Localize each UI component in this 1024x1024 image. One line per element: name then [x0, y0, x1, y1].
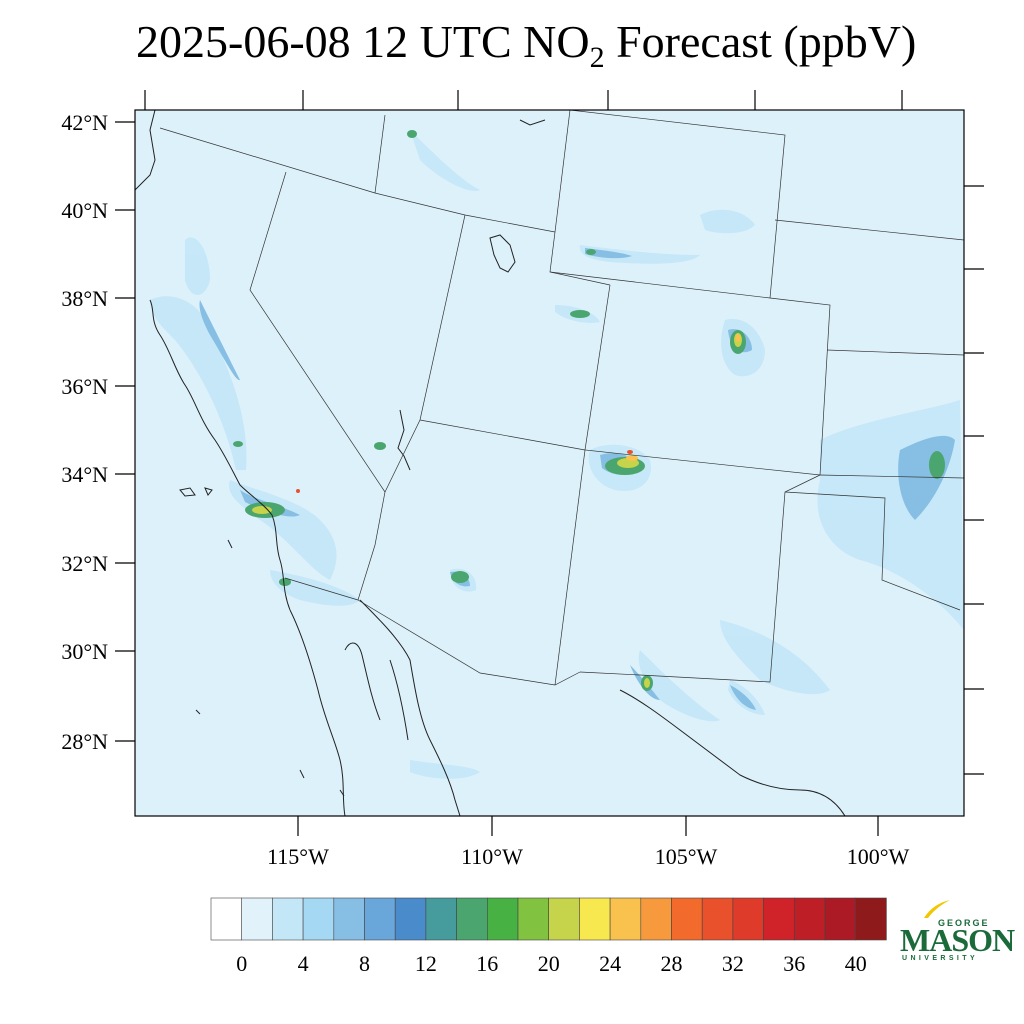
colorbar-swatch: [302, 897, 335, 941]
lon-label: 105°W: [655, 844, 718, 869]
colorbar-swatch: [763, 897, 795, 941]
lat-label: 28°N: [61, 729, 108, 754]
colorbar-swatch: [272, 897, 304, 941]
logo-line2: MASON: [900, 922, 1015, 958]
coastlines: [135, 110, 846, 816]
title-prefix: 2025-06-08 12 UTC NO: [136, 16, 590, 67]
colorbar-swatch: [364, 897, 396, 941]
logo-line1: GEORGE: [938, 918, 990, 928]
lon-label: 100°W: [847, 844, 910, 869]
title-subscript: 2: [589, 41, 605, 74]
colorbar: [210, 897, 887, 941]
colorbar-swatch: [609, 897, 642, 941]
lat-label: 30°N: [61, 639, 108, 664]
colorbar-label: 36: [783, 951, 805, 976]
colorbar-swatch: [824, 897, 857, 941]
colorbar-swatch: [793, 897, 826, 941]
colorbar-swatch: [394, 897, 427, 941]
colorbar-label: 12: [415, 951, 437, 976]
colorbar-swatch: [640, 897, 672, 941]
colorbar-swatch: [456, 897, 488, 941]
colorbar-label: 28: [661, 951, 683, 976]
george-mason-logo: GEORGE MASON UNIVERSITY: [898, 898, 1015, 968]
logo-line3: UNIVERSITY: [902, 955, 979, 962]
colorbar-swatch: [425, 897, 457, 941]
colorbar-labels: 0 4 8 12 16 20 24 28 32 36 40: [236, 951, 867, 976]
colorbar-swatch: [486, 897, 519, 941]
colorbar-swatch: [732, 897, 764, 941]
colorbar-label: 8: [359, 951, 370, 976]
colorbar-label: 0: [236, 951, 247, 976]
title-area: 2025-06-08 12 UTC NO2 Forecast (ppbV): [0, 0, 1024, 80]
map-frame: [134, 109, 965, 817]
lon-label: 115°W: [267, 844, 329, 869]
lat-label: 34°N: [61, 462, 108, 487]
map-title: 2025-06-08 12 UTC NO2 Forecast (ppbV): [136, 12, 916, 80]
logo-swoosh-icon: [924, 900, 950, 918]
colorbar-swatch: [701, 897, 734, 941]
lat-label: 40°N: [61, 198, 108, 223]
state-boundaries: [159, 110, 964, 686]
latitude-ticks: [115, 121, 984, 775]
lat-label: 32°N: [61, 551, 108, 576]
title-suffix: Forecast (ppbV): [604, 16, 917, 67]
colorbar-label: 16: [476, 951, 498, 976]
colorbar-swatch: [517, 897, 550, 941]
lat-label: 36°N: [61, 374, 108, 399]
colorbar-label: 4: [298, 951, 309, 976]
colorbar-swatch: [855, 897, 887, 941]
colorbar-swatch: [333, 897, 365, 941]
colorbar-swatch: [671, 897, 703, 941]
colorbar-label: 40: [845, 951, 867, 976]
colorbar-swatch: [579, 897, 611, 941]
lat-label: 42°N: [61, 110, 108, 135]
colorbar-label: 20: [538, 951, 560, 976]
longitude-ticks: [144, 90, 903, 836]
concentration-field: [150, 130, 964, 779]
colorbar-swatch: [210, 897, 243, 941]
colorbar-swatch: [548, 897, 580, 941]
colorbar-swatch: [241, 897, 273, 941]
lat-label: 38°N: [61, 286, 108, 311]
colorbar-label: 24: [599, 951, 621, 976]
lon-label: 110°W: [461, 844, 523, 869]
colorbar-label: 32: [722, 951, 744, 976]
